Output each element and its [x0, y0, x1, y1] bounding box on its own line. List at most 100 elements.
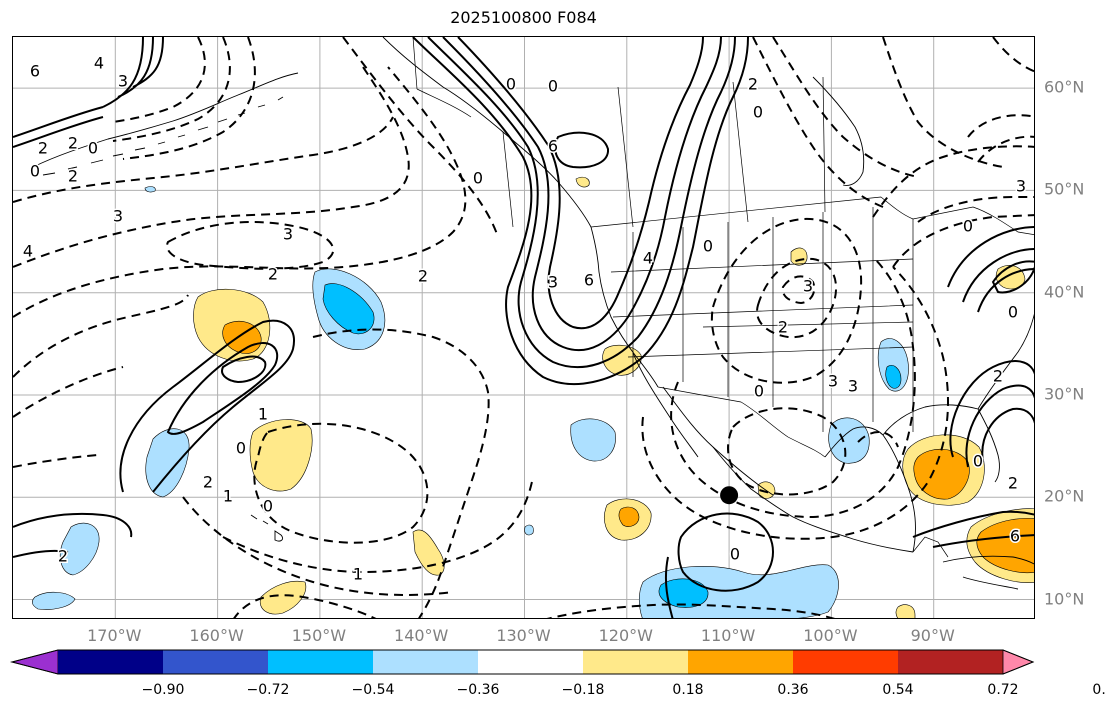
contour-label: 0	[88, 139, 98, 158]
coastline-hudson	[812, 76, 865, 186]
colorbar	[10, 649, 1035, 675]
contour-solid-6	[412, 37, 749, 385]
contour-label: 3	[118, 72, 128, 91]
contour-solid-11	[13, 512, 133, 558]
contour-dashed-17	[781, 275, 816, 305]
contour-label: 2	[58, 547, 68, 566]
longitude-label: 110°W	[700, 626, 756, 645]
longitude-label: 150°W	[291, 626, 347, 645]
contour-dashed-13	[546, 603, 835, 618]
solid-contours	[13, 37, 1034, 618]
coastline-alaska-peninsula	[32, 72, 299, 168]
shade-lightblue-7	[828, 417, 870, 464]
contour-dashed-15	[710, 217, 863, 384]
contour-label: 6	[584, 271, 594, 290]
contour-dashed-1	[13, 116, 394, 203]
coastline-baja	[632, 352, 774, 496]
contour-label: 3	[848, 377, 858, 396]
contour-solid-3	[119, 319, 295, 493]
shade-blue-1	[322, 283, 375, 335]
contour-label: 0	[963, 217, 973, 236]
contour-dashed-18	[670, 256, 916, 519]
contour-dashed-26	[917, 196, 1034, 223]
contour-label: 0	[754, 382, 764, 401]
colorbar-tick-label: −0.36	[456, 682, 500, 698]
longitude-label: 160°W	[189, 626, 244, 645]
shade-lightblue-2	[145, 428, 190, 498]
canada-provinces	[502, 76, 826, 228]
colorbar-tick-label: −0.72	[246, 682, 290, 698]
colorbar-segment	[373, 650, 479, 674]
contour-solid-12	[677, 512, 774, 592]
longitude-label: 100°W	[803, 626, 858, 645]
shade-orange-3	[913, 449, 970, 500]
longitude-label: 90°W	[910, 626, 955, 645]
colorbar-tick-label: 0.54	[882, 682, 914, 698]
contour-solid-7	[427, 37, 736, 369]
shade-lightblue-3	[60, 522, 100, 576]
contour-label: 4	[94, 54, 104, 73]
contour-label: 6	[30, 62, 40, 81]
colorbar-segment	[163, 650, 269, 674]
contour-label: 6	[548, 137, 558, 156]
states-2	[610, 258, 914, 358]
coastlines	[32, 37, 1034, 590]
contour-label: 0	[263, 497, 273, 516]
latitude-label: 40°N	[1044, 282, 1085, 302]
shade-blue-3	[885, 365, 902, 389]
contour-dashed-12	[233, 594, 377, 618]
colorbar-segment	[898, 650, 1004, 674]
contour-dashed-14	[342, 37, 499, 238]
shade-yellow-4	[259, 580, 307, 615]
longitude-label: 130°W	[496, 626, 551, 645]
shade-yellow-2	[249, 419, 313, 492]
colorbar-segment	[688, 650, 794, 674]
contour-label: 0	[730, 545, 740, 564]
contour-label: 3	[803, 277, 813, 296]
contour-label: 0	[1008, 303, 1018, 322]
colorbar-tick-label: 0.18	[672, 682, 704, 698]
colorbar-outline	[10, 649, 1035, 675]
latitude-label: 50°N	[1044, 179, 1085, 199]
colorbar-tick-label: −0.90	[141, 682, 185, 698]
colorbar-extend-high	[1002, 649, 1035, 675]
contour-solid-5	[221, 355, 267, 384]
contour-dashed-10	[222, 476, 534, 574]
contour-dashed-32	[857, 431, 899, 448]
contour-label: 2	[268, 265, 278, 284]
shade-lightblue-10	[144, 186, 156, 193]
colorbar-extend-low	[10, 649, 59, 675]
border-mexico-guatemala	[912, 536, 949, 558]
black-dot	[720, 486, 739, 505]
map-title: 2025100800 F084	[450, 8, 597, 27]
contour-label: 6	[1010, 527, 1020, 546]
coastline-east	[977, 313, 1034, 410]
contour-label: 1	[223, 487, 233, 506]
contour-label: 3	[828, 372, 838, 391]
latitude-label: 20°N	[1044, 486, 1085, 506]
contour-dashed-23	[882, 37, 1004, 168]
contour-label: 2	[748, 75, 758, 94]
colorbar-tick-label: 0.72	[987, 682, 1019, 698]
colorbar-tick-label: 0.90	[1092, 682, 1105, 698]
contour-dashed-7	[13, 454, 99, 468]
contour-dashed-9	[253, 422, 429, 544]
border-alaska-canada	[412, 37, 472, 118]
contour-dashed-29	[112, 37, 206, 123]
contour-label: 0	[506, 75, 516, 94]
contour-solid-15	[912, 510, 1034, 538]
shade-orange-2	[618, 506, 640, 527]
contour-solid-16	[664, 556, 674, 618]
contour-label: 3	[548, 273, 558, 292]
contour-dashed-24	[967, 114, 1034, 163]
contour-solid-14	[949, 360, 1034, 468]
contour-solid-2	[13, 106, 104, 148]
shaded-fields	[32, 176, 1034, 618]
contour-dashed-25	[872, 145, 1034, 218]
latitude-label: 30°N	[1044, 384, 1085, 404]
contour-label: 4	[643, 249, 653, 268]
dashed-contours	[13, 37, 1034, 618]
border-us-mexico	[657, 386, 826, 458]
